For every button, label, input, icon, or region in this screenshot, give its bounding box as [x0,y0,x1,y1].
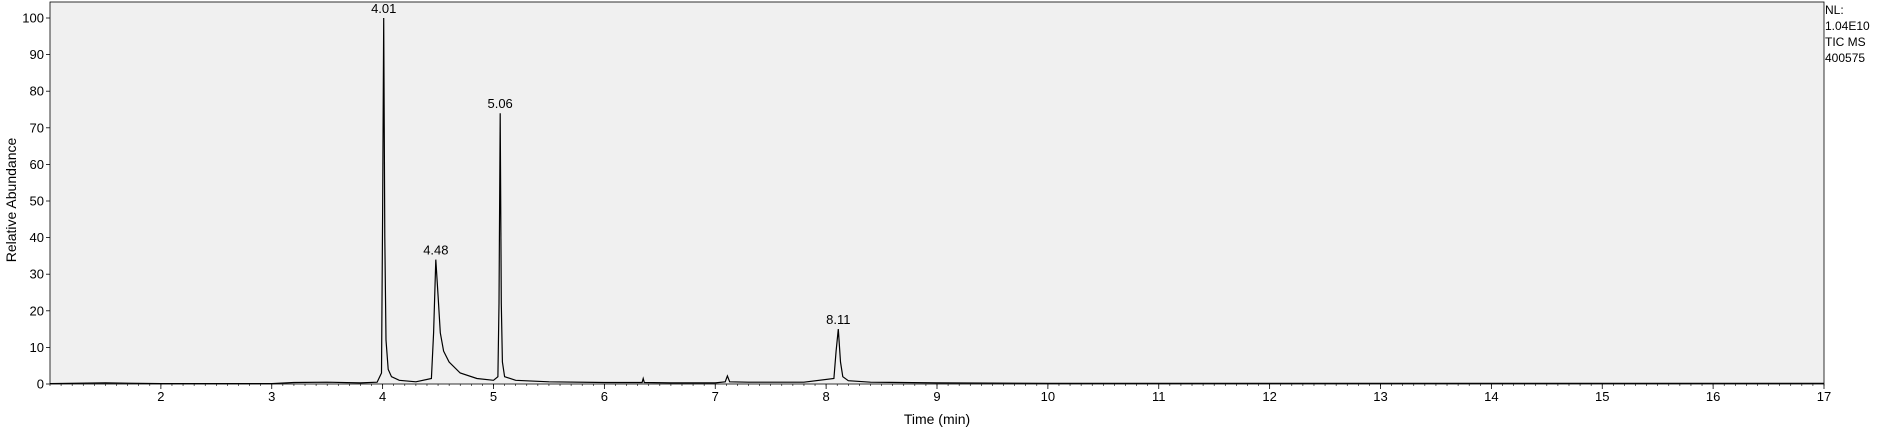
peak-label: 8.11 [826,312,850,327]
info-nl-label: NL: [1825,3,1844,17]
x-tick-label: 17 [1817,389,1831,404]
y-tick-label: 90 [30,47,44,62]
x-tick-label: 4 [379,389,386,404]
y-tick-label: 0 [37,377,44,392]
x-axis-title: Time (min) [904,411,970,427]
x-tick-label: 13 [1373,389,1387,404]
x-tick-label: 5 [490,389,497,404]
x-tick-label: 7 [712,389,719,404]
y-tick-label: 20 [30,303,44,318]
y-tick-label: 70 [30,120,44,135]
y-tick-label: 10 [30,340,44,355]
x-tick-label: 11 [1152,389,1166,404]
plot-area [49,1,1825,385]
info-scan-type: TIC MS [1825,35,1866,49]
x-tick-label: 6 [601,389,608,404]
x-tick-label: 15 [1595,389,1609,404]
x-tick-label: 10 [1041,389,1055,404]
x-axis: 2 3 4 5 6 7 8 9 10 11 12 13 14 15 16 17 [157,384,1831,404]
y-tick-label: 60 [30,157,44,172]
peak-label: 4.01 [371,1,396,16]
x-tick-label: 2 [157,389,164,404]
y-tick-label: 30 [30,267,44,282]
y-tick-label: 50 [30,194,44,209]
tic-trace-line [49,17,1824,385]
x-tick-label: 12 [1262,389,1276,404]
x-tick-label: 16 [1706,389,1720,404]
x-tick-label: 3 [268,389,275,404]
peak-label: 4.48 [423,243,448,258]
y-tick-label: 100 [22,11,44,26]
y-axis: 0 10 20 30 40 50 60 70 80 90 100 [22,11,50,392]
info-file-id: 400575 [1825,51,1866,65]
y-tick-label: 80 [30,84,44,99]
info-nl-value: 1.04E10 [1825,19,1870,33]
x-tick-label: 8 [823,389,830,404]
y-axis-title: Relative Abundance [3,138,19,263]
x-tick-label: 9 [933,389,940,404]
x-tick-label: 14 [1484,389,1498,404]
y-tick-label: 40 [30,230,44,245]
peak-labels: 4.01 4.48 5.06 8.11 [371,1,850,327]
scan-info: NL: 1.04E10 TIC MS 400575 [1825,2,1870,66]
peak-label: 5.06 [487,96,512,111]
